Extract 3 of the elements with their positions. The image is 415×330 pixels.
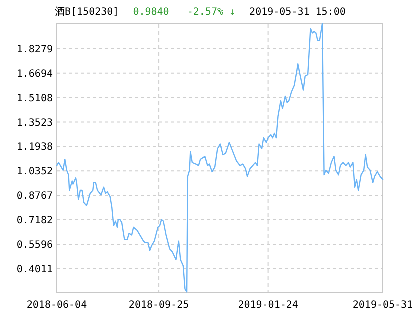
annotation: 2019-05-31 15:00 — [250, 7, 346, 18]
subtitle: 0.9840 -2.57% ↓ — [133, 7, 236, 18]
title: 酒B[150230] — [55, 7, 120, 18]
